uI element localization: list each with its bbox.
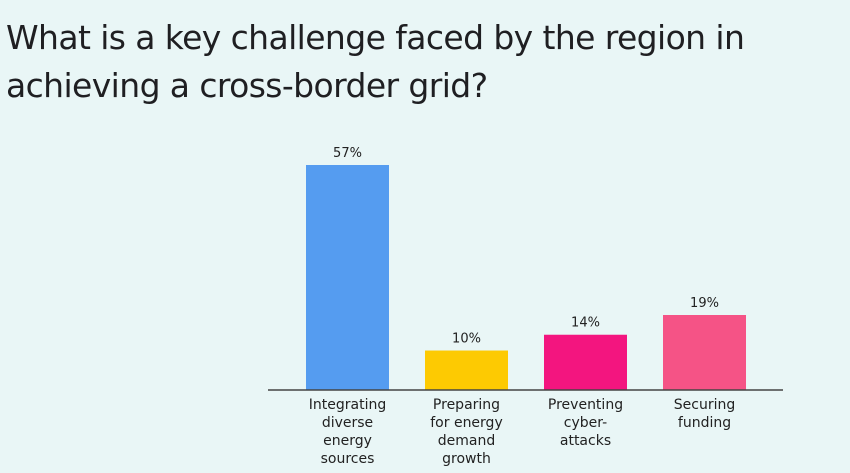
category-label-line: diverse	[322, 415, 373, 431]
category-label-line: sources	[321, 451, 375, 467]
category-label-line: Preventing	[548, 397, 623, 413]
category-label-1: Integrating diverse energy sources	[309, 397, 386, 467]
bar-2	[425, 350, 508, 390]
category-label-line: cyber-	[564, 415, 607, 431]
category-label-line: for energy	[430, 415, 502, 431]
category-label-4: Securing funding	[674, 397, 735, 431]
category-label-line: energy	[323, 433, 372, 449]
value-label-3: 14%	[571, 316, 600, 331]
category-label-3: Preventing cyber-attacks	[548, 397, 623, 449]
category-label-line: attacks	[560, 433, 611, 449]
category-label-line: growth	[442, 451, 491, 467]
category-label-group: Integrating diverse energy sources Preparing…	[309, 397, 735, 467]
bar-1	[306, 165, 389, 390]
value-label-group: 57% 10% 14% 19%	[333, 146, 719, 347]
category-label-line: Securing	[674, 397, 735, 413]
value-label-2: 10%	[452, 332, 481, 347]
value-label-4: 19%	[690, 296, 719, 311]
category-label-line: funding	[678, 415, 731, 431]
category-label-line: demand	[438, 433, 495, 449]
category-label-line: Preparing	[433, 397, 500, 413]
category-label-2: Preparing for energy demand growth	[430, 397, 502, 467]
value-label-1: 57%	[333, 146, 362, 161]
bar-4	[663, 315, 746, 390]
question-title: What is a key challenge faced by the reg…	[6, 18, 745, 105]
bar-3	[544, 334, 627, 390]
bar-group	[306, 165, 746, 390]
category-label-line: Integrating	[309, 397, 386, 413]
